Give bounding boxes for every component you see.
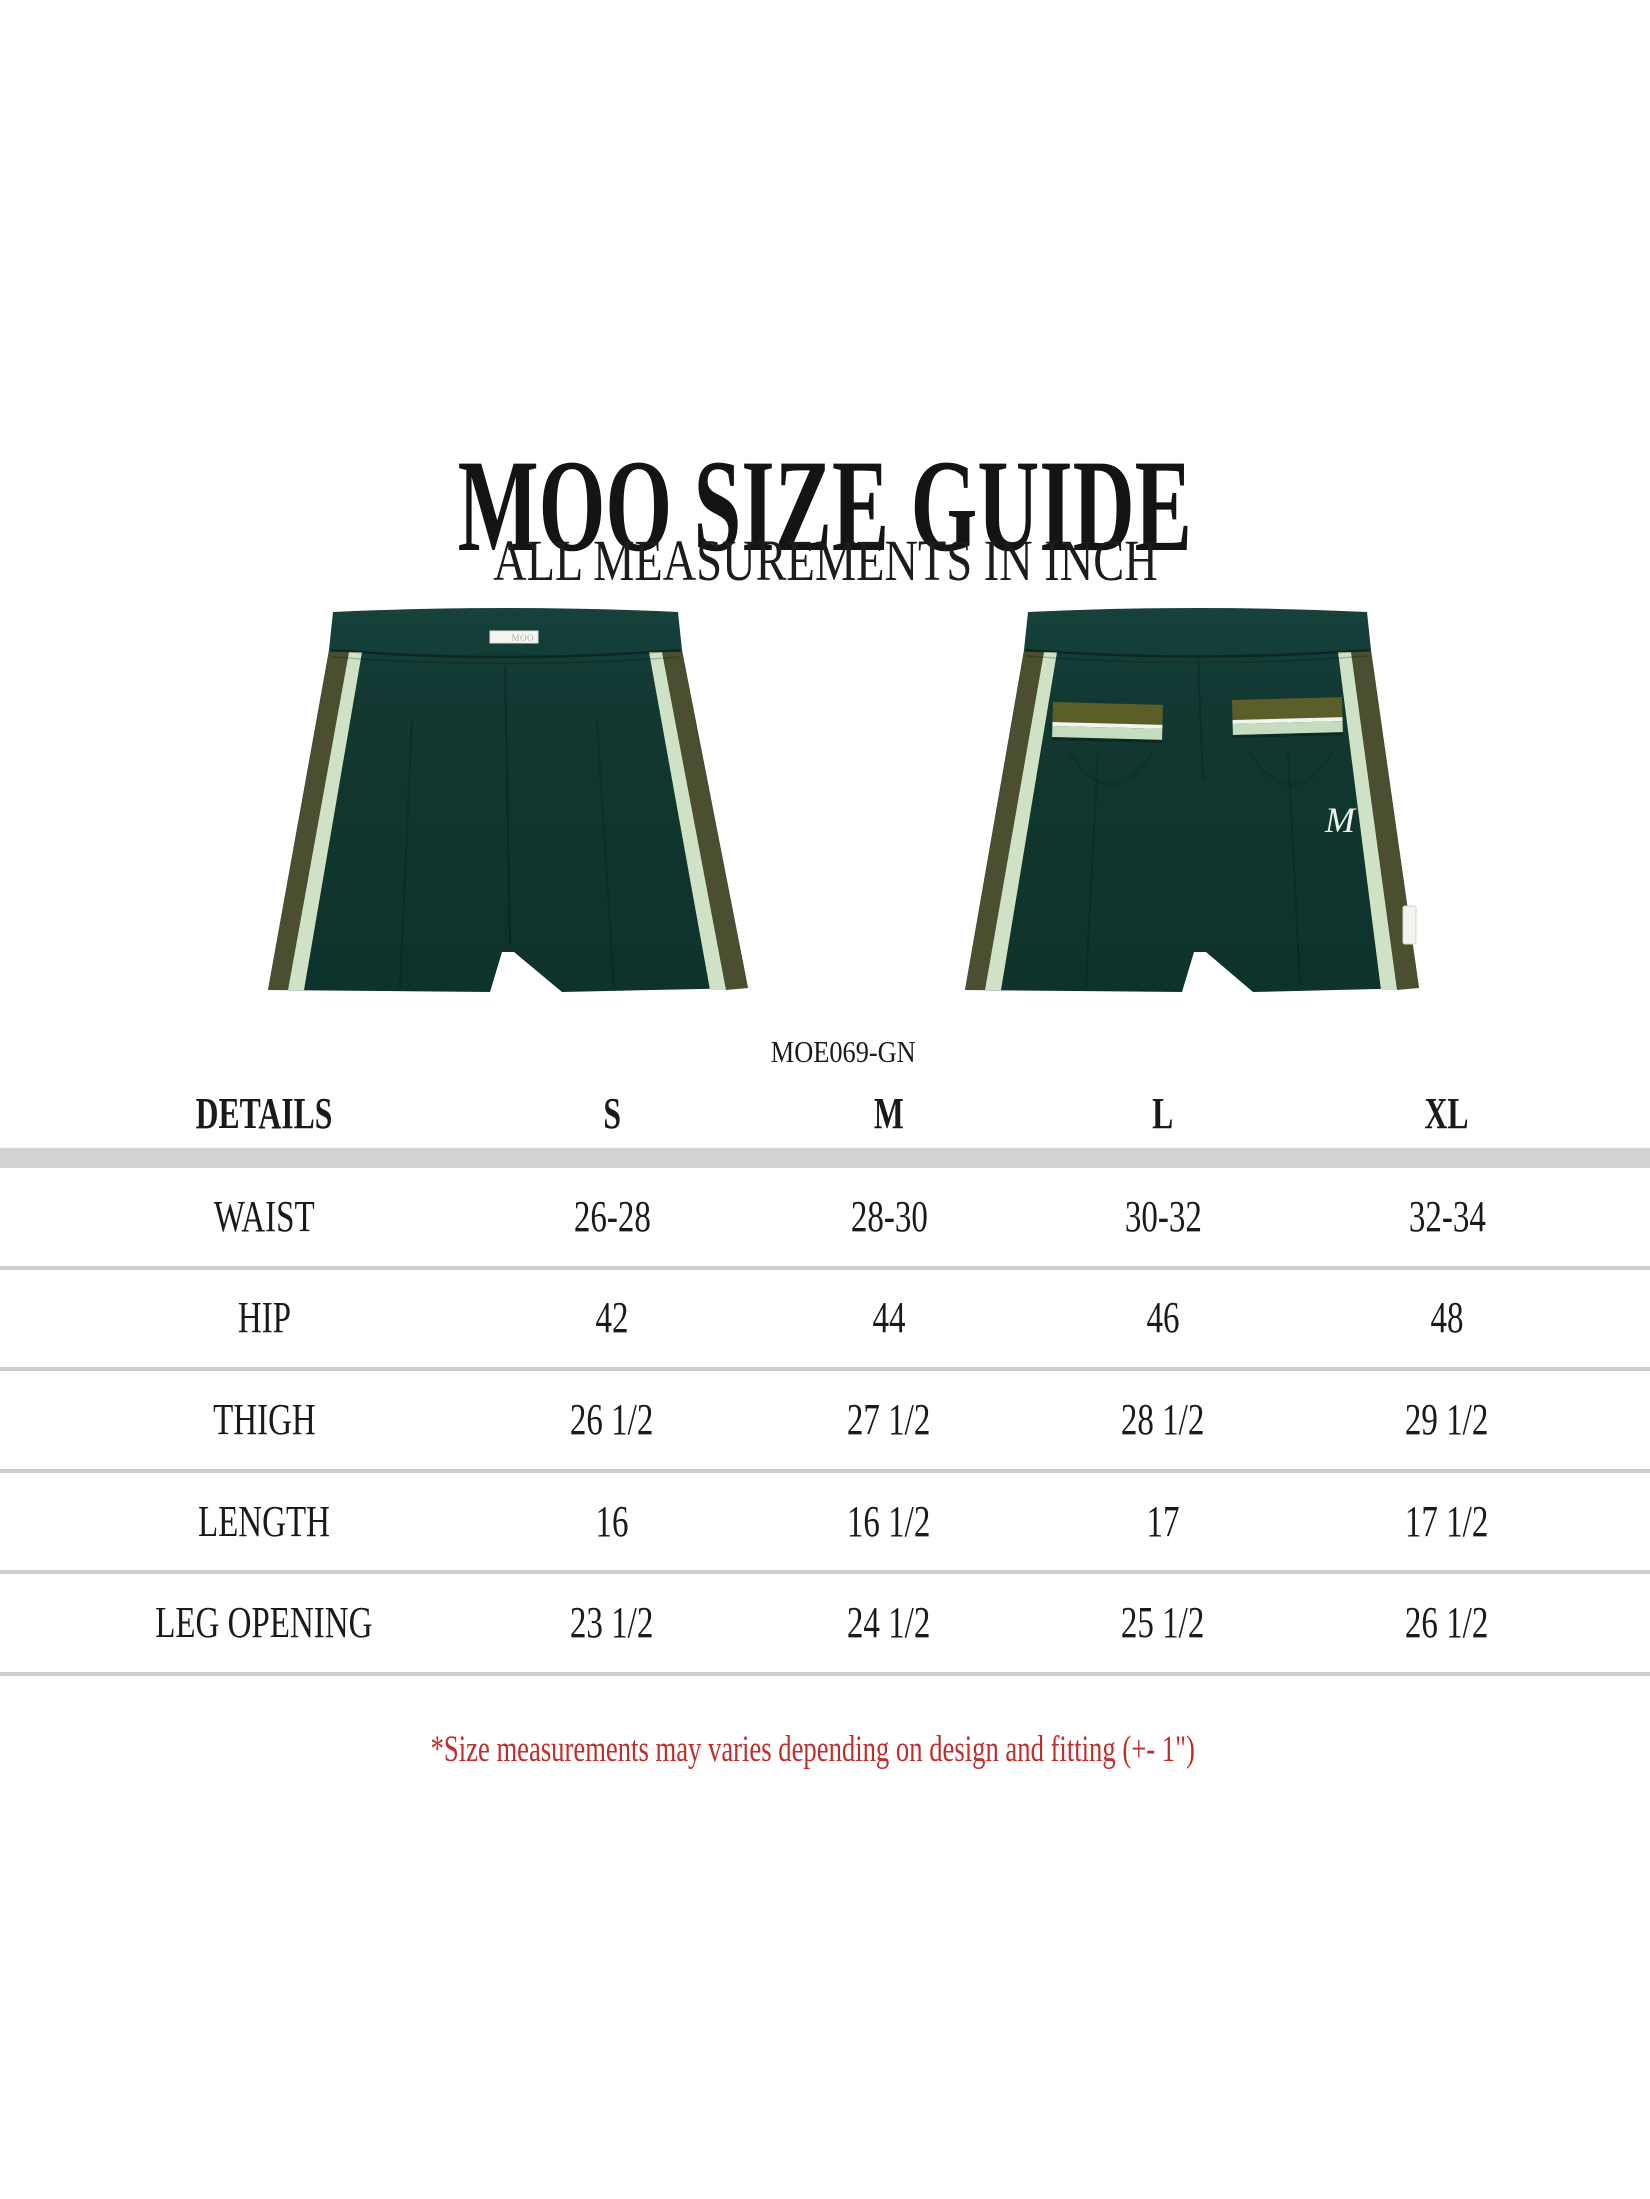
size-value: 27 1/2: [847, 1394, 931, 1444]
row-label: WAIST: [213, 1191, 315, 1241]
back-waistband-seam: [1025, 648, 1370, 658]
front-waistband-seam: [330, 648, 681, 659]
table-row-thigh: THIGH 26 1/2 27 1/2 28 1/2 29 1/2: [0, 1371, 1650, 1473]
back-right-stripe-olive: [1351, 652, 1419, 990]
size-table-header: DETAILS S M L XL: [88, 1086, 1562, 1142]
front-shorts-body: [268, 608, 748, 992]
back-side-tag: [1402, 905, 1417, 945]
size-value: 30-32: [1124, 1191, 1202, 1241]
size-value: 42: [595, 1293, 629, 1343]
front-center-crease: [504, 665, 511, 946]
back-left-stripe-mint: [985, 652, 1057, 990]
size-value: 26 1/2: [1405, 1598, 1489, 1648]
back-waistband-seam-2: [1026, 655, 1369, 664]
back-left-pocket: [1052, 702, 1163, 743]
back-center-seam: [1197, 657, 1204, 781]
front-right-crease: [596, 719, 615, 989]
size-value: 17 1/2: [1405, 1496, 1489, 1546]
size-value: 46: [1146, 1293, 1180, 1343]
shorts-back-image: M: [965, 608, 1419, 992]
back-left-pocket-shadow: [1066, 749, 1155, 786]
size-value: 24 1/2: [847, 1598, 931, 1648]
row-label: HIP: [237, 1293, 291, 1343]
size-value: 25 1/2: [1121, 1598, 1205, 1648]
page-title-text: MOO SIZE GUIDE: [457, 432, 1193, 579]
size-table-body: WAIST 26-28 28-30 30-32 32-34 HIP 42 44 …: [0, 1168, 1650, 1676]
size-value: 48: [1430, 1293, 1464, 1343]
column-header-s: S: [603, 1089, 621, 1138]
size-value: 26 1/2: [570, 1394, 654, 1444]
page-subtitle-text: ALL MEASUREMENTS IN INCH: [492, 528, 1158, 593]
row-label: LEG OPENING: [155, 1598, 373, 1648]
table-row-hip: HIP 42 44 46 48: [0, 1270, 1650, 1372]
back-right-stripe-mint: [1338, 652, 1397, 990]
page-title: MOO SIZE GUIDE: [0, 440, 1650, 572]
size-value: 32-34: [1408, 1191, 1486, 1241]
table-header-divider-bar: [0, 1148, 1650, 1168]
size-value: 26-28: [573, 1191, 651, 1241]
row-label: LENGTH: [198, 1496, 330, 1546]
page-subtitle: ALL MEASUREMENTS IN INCH: [0, 532, 1650, 590]
column-header-details: DETAILS: [195, 1089, 333, 1138]
front-left-stripe-olive: [268, 652, 349, 990]
table-row-waist: WAIST 26-28 28-30 30-32 32-34: [0, 1168, 1650, 1270]
shorts-front-image: MOO: [268, 608, 748, 992]
column-header-l: L: [1152, 1089, 1174, 1138]
column-header-m: M: [874, 1089, 904, 1138]
size-value: 17: [1146, 1496, 1180, 1546]
size-value: 28 1/2: [1121, 1394, 1205, 1444]
table-row-leg-opening: LEG OPENING 23 1/2 24 1/2 25 1/2 26 1/2: [0, 1574, 1650, 1676]
size-value: 16: [595, 1496, 629, 1546]
front-left-crease: [399, 719, 413, 989]
column-header-xl: XL: [1424, 1089, 1470, 1138]
size-value: 16 1/2: [847, 1496, 931, 1546]
product-code-text: MOE069-GN: [770, 1034, 916, 1069]
footnote: *Size measurements may varies depending …: [0, 1722, 1650, 1778]
size-value: 29 1/2: [1405, 1394, 1489, 1444]
front-left-stripe-mint: [288, 652, 362, 990]
row-label: THIGH: [212, 1394, 316, 1444]
size-value: 23 1/2: [570, 1598, 654, 1648]
back-right-pocket-shadow: [1246, 749, 1335, 786]
front-waistband-seam-2: [331, 656, 680, 665]
front-waistband-label: [489, 630, 539, 644]
back-monogram: M: [1324, 800, 1357, 840]
size-value: 28-30: [850, 1191, 928, 1241]
size-value: 44: [872, 1293, 906, 1343]
back-right-crease: [1287, 749, 1301, 986]
front-right-stripe-mint: [649, 652, 726, 990]
back-right-pocket: [1232, 697, 1343, 738]
back-left-crease: [1085, 749, 1099, 986]
product-code: MOE069-GN: [0, 1036, 1650, 1067]
footnote-text: *Size measurements may varies depending …: [430, 1729, 1196, 1770]
back-left-stripe-olive: [965, 652, 1044, 990]
table-row-length: LENGTH 16 16 1/2 17 17 1/2: [0, 1473, 1650, 1575]
front-waistband-label-text: MOO: [511, 633, 534, 643]
front-right-stripe-olive: [662, 652, 748, 990]
